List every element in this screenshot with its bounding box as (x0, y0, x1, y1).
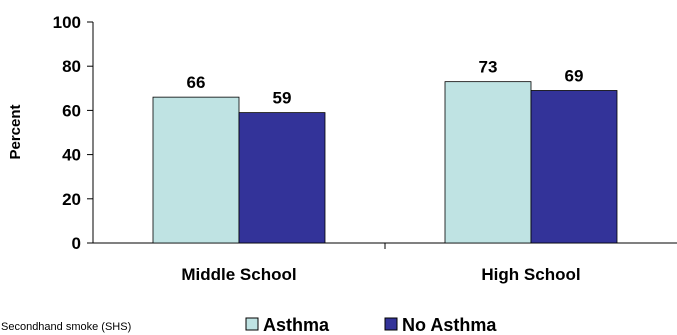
y-tick-label: 100 (53, 13, 81, 32)
footnote: Secondhand smoke (SHS) (1, 321, 131, 333)
data-labels: 66 59 73 69 (187, 58, 584, 108)
x-tick-label: Middle School (181, 265, 296, 284)
x-tick-label: High School (481, 265, 580, 284)
y-tick-label: 0 (72, 234, 81, 253)
y-tick-label: 80 (62, 57, 81, 76)
bar (444, 81, 532, 244)
legend-swatch (245, 317, 259, 331)
data-label: 73 (479, 58, 498, 77)
bar (238, 112, 326, 244)
data-label: 69 (565, 67, 584, 86)
legend-label: Asthma (263, 315, 330, 335)
legend-label: No Asthma (402, 315, 497, 335)
bars (152, 81, 618, 244)
legend-swatch (384, 317, 398, 331)
y-tick-label: 20 (62, 190, 81, 209)
y-tick-label: 40 (62, 146, 81, 165)
y-tick-label: 60 (62, 101, 81, 120)
data-label: 59 (273, 89, 292, 108)
legend: Asthma No Asthma (245, 315, 497, 335)
y-axis-label: Percent (7, 104, 24, 159)
bar (152, 96, 240, 244)
data-label: 66 (187, 73, 206, 92)
axes: 0 20 40 60 80 100 Middle School High School (53, 13, 677, 284)
bar (530, 90, 618, 244)
